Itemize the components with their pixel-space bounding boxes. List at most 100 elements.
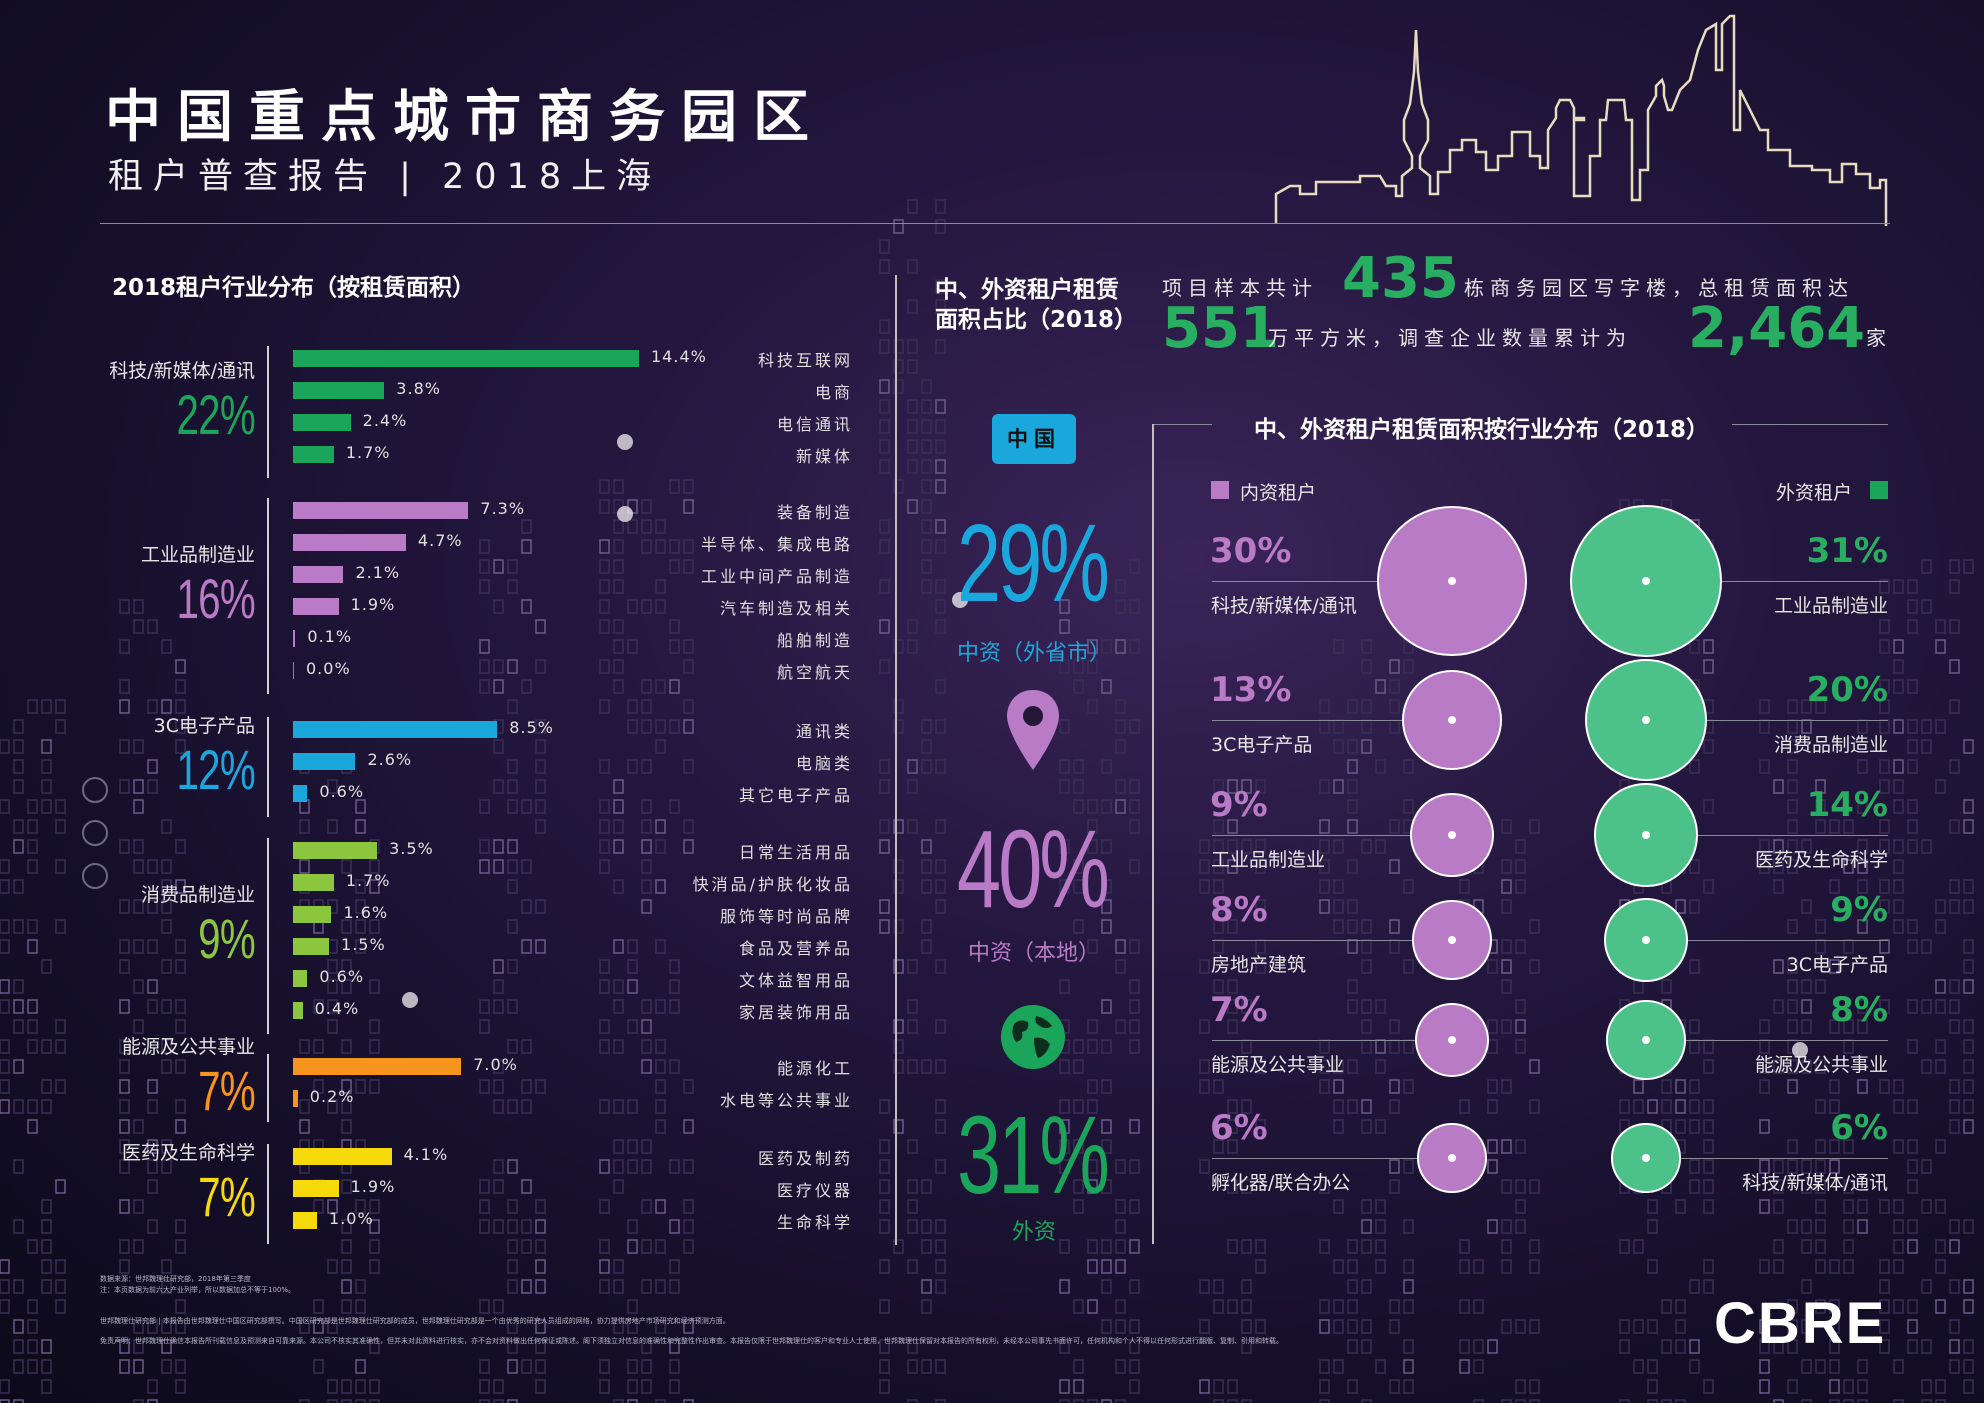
share-label: 外资 [1011, 1220, 1056, 1245]
foreign-percent: 14% [1806, 785, 1888, 825]
bar-value-label: 0.6% [319, 967, 365, 986]
middle-title-line2: 面积占比（2018） [935, 307, 1138, 333]
map-pin-icon [1007, 690, 1059, 770]
bar [293, 534, 406, 551]
group-name: 能源及公共事业 [121, 1036, 255, 1058]
domestic-percent: 30% [1210, 531, 1292, 571]
bar [293, 502, 469, 519]
bubble-center-dot [1448, 831, 1456, 839]
group-total: 16% [176, 567, 255, 630]
footer-disclaimer: 免责声明：世邦魏理仕确信本报告所刊载信息及预测来自可靠来源。本公司不核实其准确性… [100, 1337, 1283, 1345]
foreign-guide-line [1646, 940, 1888, 941]
summary-text-1: 项目样本共计 [1162, 276, 1318, 300]
domestic-industry-label: 能源及公共事业 [1211, 1054, 1345, 1076]
bar [293, 1002, 303, 1019]
subindustry-label: 汽车制造及相关 [719, 599, 853, 618]
group-divider [267, 346, 269, 478]
legend-domestic-swatch [1211, 481, 1229, 499]
bubble-center-dot [1642, 577, 1650, 585]
subindustry-label: 装备制造 [776, 503, 853, 522]
domestic-percent: 8% [1210, 890, 1268, 930]
subindustry-label: 能源化工 [776, 1059, 853, 1078]
subindustry-label: 电信通讯 [776, 415, 853, 434]
bar-value-label: 0.2% [309, 1087, 355, 1106]
subindustry-label: 新媒体 [795, 447, 853, 466]
group-divider [267, 1144, 269, 1244]
foreign-guide-line [1646, 720, 1888, 721]
subindustry-label: 文体益智用品 [738, 971, 853, 990]
bar-value-label: 1.7% [345, 871, 391, 890]
subindustry-label: 医药及制药 [757, 1149, 853, 1168]
group-divider [267, 838, 269, 1034]
foreign-guide-line [1646, 835, 1888, 836]
header-divider [100, 223, 1890, 224]
group-divider [267, 717, 269, 817]
bar-value-label: 0.0% [306, 659, 351, 678]
domestic-guide-line [1212, 720, 1452, 721]
summary-text-3: 万平方米，调查企业数量累计为 [1268, 326, 1632, 350]
bar [293, 970, 308, 987]
group-total: 12% [176, 738, 255, 801]
page-title: 中国重点城市商务园区 [105, 85, 825, 150]
subindustry-label: 航空航天 [776, 663, 853, 682]
bar-value-label: 3.5% [389, 839, 434, 858]
legend-foreign-swatch [1870, 481, 1888, 499]
bubble-center-dot [1642, 1154, 1650, 1162]
subindustry-label: 日常生活用品 [738, 843, 853, 862]
domestic-guide-line [1212, 835, 1452, 836]
subindustry-label: 工业中间产品制造 [700, 567, 853, 586]
group-total: 7% [198, 1165, 256, 1228]
subindustry-label: 船舶制造 [776, 631, 853, 650]
bar-value-label: 3.8% [396, 379, 441, 398]
decor-circle [82, 820, 108, 846]
bubble-center-dot [1448, 577, 1456, 585]
bubble-center-dot [1642, 716, 1650, 724]
bar-value-label: 1.5% [341, 935, 386, 954]
glow-light [402, 992, 418, 1008]
bar-value-label: 0.4% [314, 999, 360, 1018]
decor-circle [82, 863, 108, 889]
bar [293, 630, 296, 647]
bar [293, 446, 334, 463]
bar-value-label: 1.9% [350, 595, 396, 614]
legend-domestic-label: 内资租户 [1240, 482, 1317, 504]
footer-note: 注：本页数据为前六大产业列举，所以数据加总不等于100%。 [100, 1286, 296, 1294]
bar [293, 414, 351, 431]
building-count: 435 [1342, 246, 1459, 311]
share-label: 中资（外省市） [956, 641, 1111, 666]
bar [293, 1090, 298, 1107]
bar [293, 598, 339, 615]
bubble-center-dot [1642, 831, 1650, 839]
subindustry-label: 生命科学 [776, 1213, 853, 1232]
china-badge: 中国 [992, 414, 1076, 464]
bar [293, 382, 385, 399]
right-title-rule-left [1152, 424, 1212, 425]
subindustry-label: 水电等公共事业 [719, 1091, 853, 1110]
foreign-industry-label: 3C电子产品 [1786, 954, 1888, 976]
domestic-guide-line [1212, 1158, 1452, 1159]
bar-value-label: 1.6% [343, 903, 389, 922]
bar [293, 753, 356, 770]
group-total: 7% [198, 1059, 256, 1122]
foreign-percent: 8% [1830, 990, 1888, 1030]
subindustry-label: 科技互联网 [757, 351, 853, 370]
bar-value-label: 14.4% [651, 347, 707, 366]
domestic-industry-label: 科技/新媒体/通讯 [1211, 595, 1357, 617]
foreign-percent: 31% [1806, 531, 1888, 571]
summary-text-4: 家 [1866, 326, 1892, 350]
group-name: 工业品制造业 [140, 544, 255, 566]
bar-value-label: 1.9% [350, 1177, 396, 1196]
summary-text-2: 栋商务园区写字楼，总租赁面积达 [1464, 276, 1854, 300]
bar [293, 350, 639, 367]
group-total: 9% [198, 907, 256, 970]
bar [293, 721, 498, 738]
foreign-percent: 20% [1806, 670, 1888, 710]
bar [293, 938, 330, 955]
skyline-outline [1274, 14, 1888, 226]
group-name: 医药及生命科学 [121, 1142, 255, 1164]
domestic-industry-label: 3C电子产品 [1211, 734, 1313, 756]
bar-value-label: 0.6% [319, 782, 365, 801]
domestic-industry-label: 房地产建筑 [1211, 954, 1307, 976]
glow-light [617, 434, 633, 450]
domestic-percent: 6% [1210, 1108, 1268, 1148]
